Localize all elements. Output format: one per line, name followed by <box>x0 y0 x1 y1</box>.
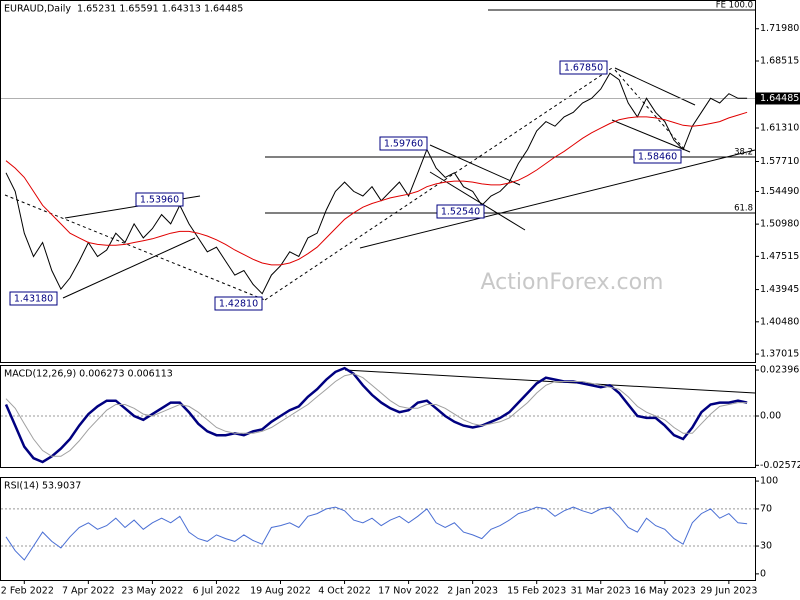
trendline <box>359 149 756 249</box>
annotation-box <box>559 60 608 75</box>
annotation: 1.67850 <box>564 63 603 74</box>
series-line <box>5 111 748 266</box>
x-tick-label: 17 Nov 2022 <box>378 586 439 597</box>
trendline <box>4 194 266 301</box>
y-tick-label: 1.54490 <box>760 186 799 197</box>
series-line <box>5 373 748 457</box>
x-tick-label: 29 Jun 2023 <box>700 586 757 597</box>
y-tick-label: 0.023963 <box>760 365 800 376</box>
y-tick-label: 0 <box>760 568 766 579</box>
trendline <box>611 119 691 153</box>
annotation-box <box>214 296 263 311</box>
x-tick-label: 16 May 2023 <box>634 586 696 597</box>
y-tick-label: 100 <box>760 476 778 487</box>
x-tick-label: 6 Jul 2022 <box>193 586 241 597</box>
trendline <box>62 237 196 299</box>
annotation: 1.43180 <box>14 294 53 305</box>
annotation: 1.53960 <box>140 195 179 206</box>
level-label: 38.2 <box>734 147 753 157</box>
trendline <box>429 144 521 186</box>
y-tick-label: 1.40480 <box>760 316 799 327</box>
y-tick-label: -0.025726 <box>760 460 800 471</box>
y-tick-label: 1.43945 <box>760 284 799 295</box>
x-tick-label: 31 Mar 2023 <box>571 586 631 597</box>
rsi-panel <box>0 477 756 581</box>
y-tick-label: 1.47515 <box>760 251 799 262</box>
series-line <box>4 366 748 464</box>
annotation-box <box>633 149 682 164</box>
annotation: 1.52540 <box>441 207 480 218</box>
series-line <box>5 72 748 295</box>
series-line <box>5 506 748 561</box>
x-tick-label: 22 Feb 2022 <box>0 586 54 597</box>
annotation: 1.58460 <box>638 152 677 163</box>
last-price-label: 1.64485 <box>760 93 799 104</box>
x-tick-label: 7 Apr 2022 <box>62 586 115 597</box>
annotation: 1.42810 <box>219 299 258 310</box>
annotation-box <box>436 204 485 219</box>
watermark: ActionForex.com <box>481 270 664 295</box>
y-tick-label: 1.37015 <box>760 349 799 360</box>
annotation-box <box>379 136 428 151</box>
panel-title: EURAUD,Daily 1.65231 1.65591 1.64313 1.6… <box>4 4 243 15</box>
panel-title: RSI(14) 53.9037 <box>4 481 81 492</box>
y-tick-label: 1.71980 <box>760 23 799 34</box>
y-tick-label: 1.68515 <box>760 55 799 66</box>
x-tick-label: 2 Jan 2023 <box>447 586 498 597</box>
y-tick-label: 1.50980 <box>760 219 799 230</box>
x-tick-label: 4 Oct 2022 <box>318 586 371 597</box>
main-panel <box>0 0 756 363</box>
trendline <box>344 369 756 394</box>
annotation: 1.59760 <box>384 139 423 150</box>
annotation-box <box>9 291 58 306</box>
last-price-box <box>756 92 800 105</box>
y-tick-label: 70 <box>760 503 772 514</box>
panel-title: MACD(12,26,9) 0.006273 0.006113 <box>4 369 173 380</box>
level-label: 61.8 <box>734 203 753 213</box>
y-tick-label: 1.57710 <box>760 156 799 167</box>
y-tick-label: 1.61310 <box>760 123 799 134</box>
y-tick-label: 30 <box>760 541 772 552</box>
annotation-box <box>135 192 184 207</box>
level-label: FE 100.0 <box>716 0 753 10</box>
y-tick-label: 0.00 <box>760 411 781 422</box>
x-tick-label: 15 Feb 2023 <box>507 586 566 597</box>
x-tick-label: 19 Aug 2022 <box>250 586 311 597</box>
x-tick-label: 23 May 2022 <box>121 586 183 597</box>
